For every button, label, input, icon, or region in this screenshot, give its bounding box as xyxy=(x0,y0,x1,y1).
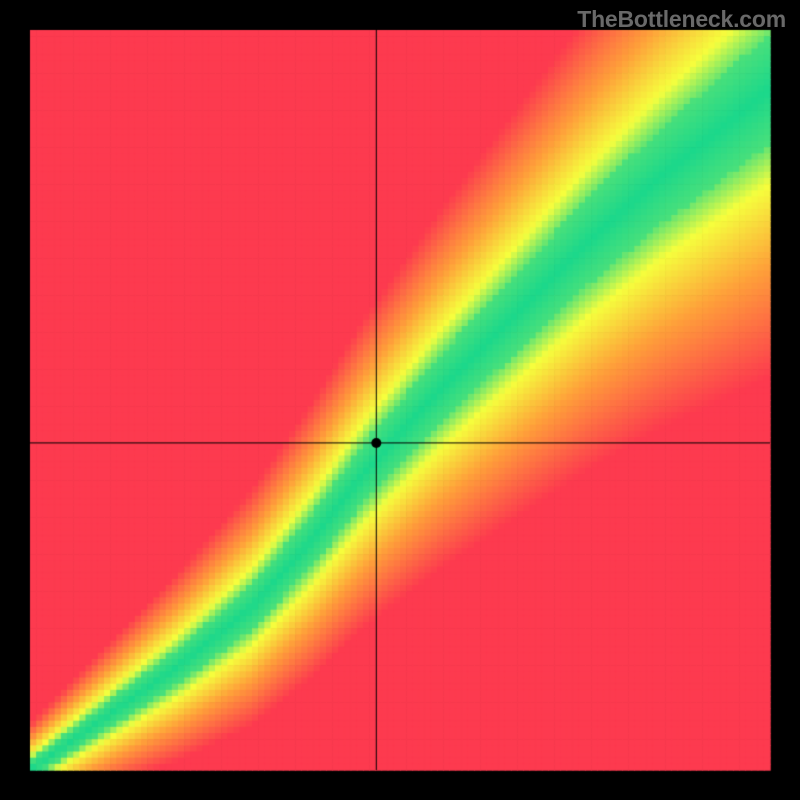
watermark-text: TheBottleneck.com xyxy=(577,6,786,33)
chart-container: TheBottleneck.com xyxy=(0,0,800,800)
bottleneck-heatmap xyxy=(0,0,800,800)
